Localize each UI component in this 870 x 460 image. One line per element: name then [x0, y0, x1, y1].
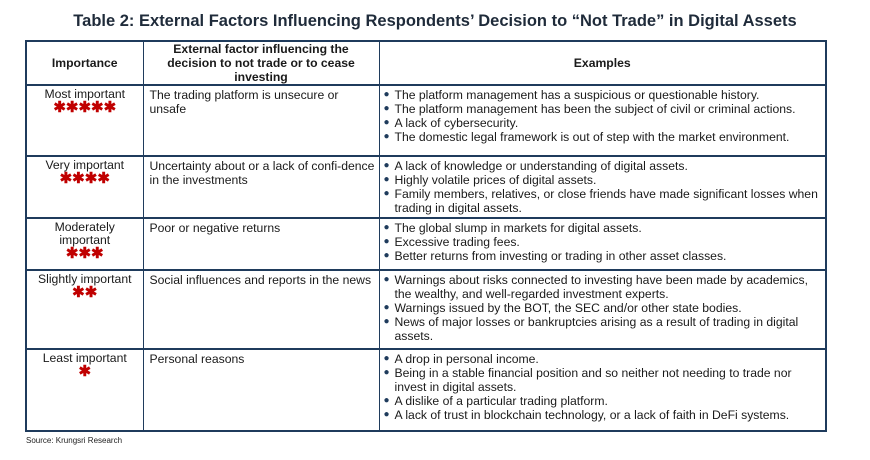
example-text: A lack of cybersecurity.: [394, 116, 519, 130]
bullet-icon: ●: [383, 250, 390, 261]
list-item: ● A lack of trust in blockchain technolog…: [384, 408, 820, 422]
bullet-icon: ●: [383, 89, 390, 100]
bullet-icon: ●: [383, 316, 390, 327]
bullet-icon: ●: [383, 367, 390, 378]
examples-list: ● Warnings about risks connected to inves…: [384, 273, 820, 343]
list-item: ● Being in a stable financial position an…: [384, 366, 820, 394]
example-text: Warnings issued by the BOT, the SEC and/…: [394, 301, 742, 315]
importance-label: Very important: [45, 158, 125, 172]
factor-cell: Uncertainty about or a lack of confi-den…: [142, 155, 380, 219]
table-row: Moderately important ✱✱✱ Poor or negativ…: [25, 217, 827, 271]
example-text: Better returns from investing or trading…: [394, 249, 727, 263]
bullet-icon: ●: [383, 353, 390, 364]
list-item: ● The platform management has been the su…: [384, 102, 820, 116]
importance-cell: Least important ✱: [25, 348, 144, 432]
example-text: The domestic legal framework is out of s…: [394, 130, 790, 144]
examples-list: ● The platform management has a suspiciou…: [384, 88, 820, 144]
list-item: ● A lack of knowledge or understanding of…: [384, 159, 820, 173]
list-item: ● A drop in personal income.: [384, 352, 820, 366]
list-item: ● Warnings issued by the BOT, the SEC and…: [384, 301, 820, 315]
importance-stars: ✱: [78, 363, 92, 380]
example-text: A lack of knowledge or understanding of …: [394, 159, 688, 173]
importance-cell: Very important ✱✱✱✱: [25, 155, 144, 219]
table-row: Least important ✱ Personal reasons ● A dr…: [25, 348, 827, 432]
bullet-icon: ●: [383, 131, 390, 142]
importance-label: Least important: [42, 351, 127, 365]
example-text: The platform management has a suspicious…: [394, 88, 760, 102]
bullet-icon: ●: [383, 174, 390, 185]
importance-stars: ✱✱: [72, 284, 98, 301]
list-item: ● Family members, relatives, or close fri…: [384, 187, 820, 215]
bullet-icon: ●: [383, 302, 390, 313]
examples-cell: ● Warnings about risks connected to inves…: [378, 269, 827, 350]
list-item: ● The platform management has a suspiciou…: [384, 88, 820, 102]
example-text: Excessive trading fees.: [394, 235, 520, 249]
header-factor: External factor influencing the decision…: [142, 40, 380, 86]
examples-cell: ● The platform management has a suspiciou…: [378, 85, 827, 157]
list-item: ● The global slump in markets for digital…: [384, 221, 820, 235]
bullet-icon: ●: [383, 188, 390, 199]
factor-cell: Social influences and reports in the new…: [142, 269, 380, 350]
list-item: ● Highly volatile prices of digital asset…: [384, 173, 820, 187]
importance-label: Moderately important: [54, 220, 115, 247]
factor-cell: The trading platform is unsecure or unsa…: [142, 85, 380, 157]
examples-cell: ● The global slump in markets for digital…: [378, 217, 827, 271]
bullet-icon: ●: [383, 160, 390, 171]
example-text: The global slump in markets for digital …: [394, 221, 642, 235]
examples-cell: ● A lack of knowledge or understanding of…: [378, 155, 827, 219]
list-item: ● News of major losses or bankruptcies ar…: [384, 315, 820, 343]
header-importance: Importance: [25, 40, 144, 86]
factor-cell: Poor or negative returns: [142, 217, 380, 271]
table-row: Slightly important ✱✱ Social influences …: [25, 269, 827, 350]
example-text: Family members, relatives, or close frie…: [394, 187, 818, 215]
examples-list: ● A lack of knowledge or understanding of…: [384, 159, 820, 215]
importance-cell: Moderately important ✱✱✱: [25, 217, 144, 271]
importance-stars: ✱✱✱✱: [59, 170, 110, 187]
example-text: A dislike of a particular trading platfo…: [394, 394, 608, 408]
importance-stars: ✱✱✱✱✱: [53, 99, 117, 116]
bullet-icon: ●: [383, 103, 390, 114]
example-text: A drop in personal income.: [394, 352, 539, 366]
table-header-row: Importance External factor influencing t…: [25, 40, 827, 86]
bullet-icon: ●: [383, 395, 390, 406]
list-item: ● Better returns from investing or tradin…: [384, 249, 820, 263]
bullet-icon: ●: [383, 274, 390, 285]
example-text: A lack of trust in blockchain technology…: [394, 408, 790, 422]
importance-label: Slightly important: [38, 272, 132, 286]
list-item: ● A dislike of a particular trading platf…: [384, 394, 820, 408]
bullet-icon: ●: [383, 117, 390, 128]
factor-cell: Personal reasons: [142, 348, 380, 432]
list-item: ● A lack of cybersecurity.: [384, 116, 820, 130]
header-examples: Examples: [378, 40, 827, 86]
example-text: The platform management has been the sub…: [394, 102, 796, 116]
examples-cell: ● A drop in personal income. ● Being in a …: [378, 348, 827, 432]
importance-stars: ✱✱✱: [65, 245, 104, 262]
importance-cell: Most important ✱✱✱✱✱: [25, 85, 144, 157]
bullet-icon: ●: [383, 222, 390, 233]
factors-table: Importance External factor influencing t…: [25, 40, 827, 432]
list-item: ● The domestic legal framework is out of …: [384, 130, 820, 144]
example-text: Warnings about risks connected to invest…: [394, 273, 808, 301]
importance-label: Most important: [44, 87, 126, 101]
source-note: Source: Krungsri Research: [26, 436, 123, 445]
example-text: Highly volatile prices of digital assets…: [394, 173, 597, 187]
list-item: ● Warnings about risks connected to inves…: [384, 273, 820, 301]
examples-list: ● A drop in personal income. ● Being in a …: [384, 352, 820, 422]
examples-list: ● The global slump in markets for digital…: [384, 221, 820, 263]
table-title: Table 2: External Factors Influencing Re…: [73, 12, 797, 30]
example-text: News of major losses or bankruptcies ari…: [394, 315, 799, 343]
list-item: ● Excessive trading fees.: [384, 235, 820, 249]
table-row: Most important ✱✱✱✱✱ The trading platfor…: [25, 85, 827, 157]
bullet-icon: ●: [383, 409, 390, 420]
example-text: Being in a stable financial position and…: [394, 366, 792, 394]
bullet-icon: ●: [383, 236, 390, 247]
table-row: Very important ✱✱✱✱ Uncertainty about or…: [25, 155, 827, 219]
importance-cell: Slightly important ✱✱: [25, 269, 144, 350]
